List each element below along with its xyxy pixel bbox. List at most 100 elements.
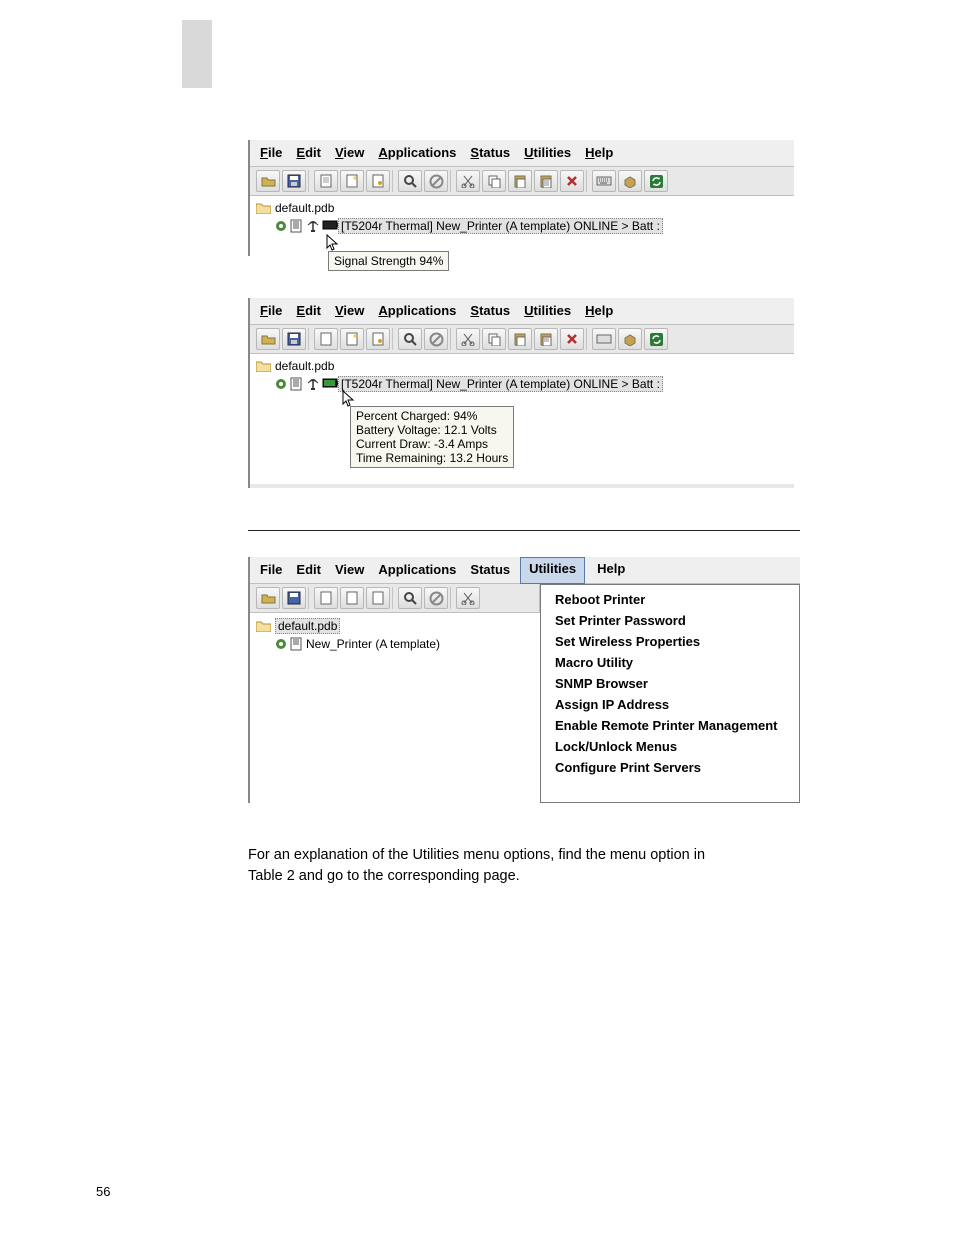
printer-gear-icon (274, 637, 288, 651)
doc-key-button[interactable] (366, 170, 390, 192)
tree-root-label: default.pdb (275, 618, 340, 634)
list-icon (290, 637, 304, 651)
open-button[interactable] (256, 170, 280, 192)
tree-root-folder[interactable]: default.pdb (256, 359, 788, 373)
menu-help[interactable]: Help (583, 302, 615, 319)
menu-file[interactable]: File (258, 302, 284, 319)
signal-icon (306, 219, 320, 233)
paste-list-button[interactable] (534, 328, 558, 350)
package-button[interactable] (618, 328, 642, 350)
app-window-utilities-menu: File Edit View Applications Status Utili… (248, 557, 800, 803)
new-doc-button[interactable] (314, 170, 338, 192)
app-window-battery-tooltip: File Edit View Applications Status Utili… (248, 298, 794, 488)
menubar: File Edit View Applications Status Utili… (250, 298, 794, 325)
doc-sparkle-button[interactable] (340, 587, 364, 609)
tree-printer-label: [T5204r Thermal] New_Printer (A template… (338, 218, 663, 234)
cut-button[interactable] (456, 170, 480, 192)
menu-utilities[interactable]: Utilities (522, 144, 573, 161)
delete-button[interactable] (560, 170, 584, 192)
menu-utilities-active[interactable]: Utilities (520, 557, 585, 584)
menu-view[interactable]: View (333, 561, 366, 578)
menubar: File Edit View Applications Status Utili… (250, 557, 800, 584)
app-window-signal-tooltip: File Edit View Applications Status Utili… (248, 140, 794, 256)
menu-status[interactable]: Status (468, 561, 512, 578)
menu-file[interactable]: File (258, 561, 284, 578)
cursor-icon (326, 234, 340, 252)
menu-view[interactable]: View (333, 144, 366, 161)
menu-view[interactable]: View (333, 302, 366, 319)
toolbar (250, 584, 540, 613)
printer-tree: default.pdb [T5204r Thermal] New_Printer… (250, 196, 794, 256)
menu-item-enable-remote[interactable]: Enable Remote Printer Management (541, 715, 799, 736)
paste-button[interactable] (508, 328, 532, 350)
printer-gear-icon (274, 377, 288, 391)
tree-printer-row[interactable]: New_Printer (A template) (274, 637, 534, 651)
search-button[interactable] (398, 587, 422, 609)
save-button[interactable] (282, 328, 306, 350)
menu-edit[interactable]: Edit (294, 561, 323, 578)
tree-printer-row[interactable]: [T5204r Thermal] New_Printer (A template… (274, 376, 788, 392)
menu-file[interactable]: File (258, 144, 284, 161)
menu-status[interactable]: Status (468, 302, 512, 319)
tree-printer-label: [T5204r Thermal] New_Printer (A template… (338, 376, 663, 392)
stop-button[interactable] (424, 328, 448, 350)
menu-edit[interactable]: Edit (294, 302, 323, 319)
tree-root-folder[interactable]: default.pdb (256, 201, 788, 215)
menu-item-set-wireless[interactable]: Set Wireless Properties (541, 631, 799, 652)
menu-item-assign-ip[interactable]: Assign IP Address (541, 694, 799, 715)
menu-item-configure-print-servers[interactable]: Configure Print Servers (541, 757, 799, 778)
keyboard-button[interactable] (592, 170, 616, 192)
menu-applications[interactable]: Applications (376, 144, 458, 161)
battery-icon (322, 219, 336, 233)
save-button[interactable] (282, 170, 306, 192)
menu-item-reboot[interactable]: Reboot Printer (541, 589, 799, 610)
menu-edit[interactable]: Edit (294, 144, 323, 161)
menu-item-set-password[interactable]: Set Printer Password (541, 610, 799, 631)
save-button[interactable] (282, 587, 306, 609)
search-button[interactable] (398, 170, 422, 192)
doc-key-button[interactable] (366, 587, 390, 609)
package-button[interactable] (618, 170, 642, 192)
paste-button[interactable] (508, 170, 532, 192)
doc-sparkle-button[interactable] (340, 328, 364, 350)
printer-tree: default.pdb [T5204r Thermal] New_Printer… (250, 354, 794, 484)
open-button[interactable] (256, 328, 280, 350)
menu-status[interactable]: Status (468, 144, 512, 161)
refresh-button[interactable] (644, 328, 668, 350)
menu-help[interactable]: Help (595, 560, 627, 577)
printer-tree: default.pdb New_Printer (A template) (250, 613, 540, 803)
doc-sparkle-button[interactable] (340, 170, 364, 192)
copy-button[interactable] (482, 328, 506, 350)
cut-button[interactable] (456, 328, 480, 350)
caption-text: For an explanation of the Utilities menu… (248, 845, 808, 887)
new-doc-button[interactable] (314, 328, 338, 350)
page-number: 56 (96, 1184, 110, 1199)
tree-printer-row[interactable]: [T5204r Thermal] New_Printer (A template… (274, 218, 788, 234)
menu-utilities[interactable]: Utilities (522, 302, 573, 319)
menu-applications[interactable]: Applications (376, 302, 458, 319)
new-doc-button[interactable] (314, 587, 338, 609)
cut-button[interactable] (456, 587, 480, 609)
keyboard-button[interactable] (592, 328, 616, 350)
section-divider (248, 530, 800, 531)
list-icon (290, 219, 304, 233)
utilities-dropdown: Reboot Printer Set Printer Password Set … (540, 584, 800, 803)
stop-button[interactable] (424, 587, 448, 609)
list-icon (290, 377, 304, 391)
menu-item-lock-unlock[interactable]: Lock/Unlock Menus (541, 736, 799, 757)
paste-list-button[interactable] (534, 170, 558, 192)
refresh-button[interactable] (644, 170, 668, 192)
menu-help[interactable]: Help (583, 144, 615, 161)
stop-button[interactable] (424, 170, 448, 192)
doc-key-button[interactable] (366, 328, 390, 350)
battery-icon (322, 377, 336, 391)
search-button[interactable] (398, 328, 422, 350)
menu-applications[interactable]: Applications (376, 561, 458, 578)
open-button[interactable] (256, 587, 280, 609)
copy-button[interactable] (482, 170, 506, 192)
battery-tooltip: Percent Charged: 94% Battery Voltage: 12… (350, 406, 514, 468)
delete-button[interactable] (560, 328, 584, 350)
menu-item-snmp[interactable]: SNMP Browser (541, 673, 799, 694)
tree-root-folder[interactable]: default.pdb (256, 618, 534, 634)
menu-item-macro[interactable]: Macro Utility (541, 652, 799, 673)
